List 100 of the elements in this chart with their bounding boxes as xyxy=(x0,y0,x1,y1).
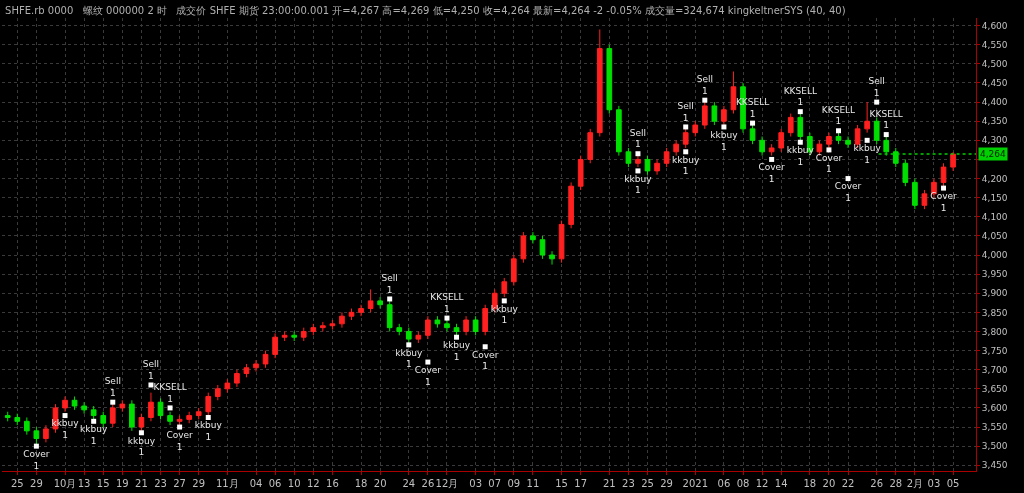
point xyxy=(845,176,851,182)
data-label: Sell 1 xyxy=(104,376,121,398)
x-tick-label: 11月 xyxy=(215,478,239,489)
x-tick-label: 21 xyxy=(135,478,148,489)
y-tick-label: 3,900 xyxy=(981,288,1008,299)
x-tick-label: 29 xyxy=(30,478,43,489)
y-tick-label: 4,300 xyxy=(981,135,1008,146)
candlestick xyxy=(4,411,11,422)
candlestick xyxy=(195,407,202,420)
x-tick-label: 20 xyxy=(373,478,387,489)
point xyxy=(91,418,97,424)
candlestick xyxy=(463,315,469,336)
x-tick-label: 13 xyxy=(77,478,91,489)
y-tick-label: 4,000 xyxy=(981,250,1008,261)
x-tick-label: 10月 xyxy=(53,478,77,489)
x-tick-label: 04 xyxy=(249,478,263,489)
x-tick-label: 24 xyxy=(402,478,416,489)
y-tick-label: 4,350 xyxy=(981,116,1008,127)
x-tick-label: 09 xyxy=(507,478,521,489)
y-tick-label: 4,050 xyxy=(981,231,1008,242)
chart-title: SHFE.rb 0000 螺纹 000000 2 时 成交价 SHFE 期货 23:00:00.001 开=4,267 高=4,269 低=4,250 收=4,264 最新=4,264 -2 -0.05% 成交量=324,674 kingkeltnerSYS (40, 40) xyxy=(5,5,846,17)
x-tick-label: 29 xyxy=(660,478,673,489)
candlestick xyxy=(272,332,278,359)
point xyxy=(148,382,154,388)
x-tick-label: 26 xyxy=(870,478,884,489)
y-tick-label: 3,450 xyxy=(981,460,1008,471)
x-tick-label: 2021 xyxy=(682,478,708,489)
candlestick xyxy=(23,416,30,436)
point xyxy=(769,156,775,162)
x-tick-label: 23 xyxy=(622,478,635,489)
candlestick xyxy=(568,181,574,229)
candlestick xyxy=(348,308,355,321)
candlestick xyxy=(778,128,785,153)
candlestick xyxy=(625,147,632,168)
candlestick xyxy=(253,359,259,373)
candlestick xyxy=(606,44,613,115)
point xyxy=(406,342,412,348)
point xyxy=(501,298,507,304)
candlestick xyxy=(759,136,765,157)
candlestick xyxy=(549,250,555,266)
candlestick xyxy=(425,315,431,340)
data-label: KKSELL 1 xyxy=(783,85,817,108)
point xyxy=(941,185,947,191)
data-label: Cover 1 xyxy=(414,364,442,387)
x-tick-label: 08 xyxy=(736,478,750,489)
candlestick xyxy=(711,101,718,126)
x-tick-label: 18 xyxy=(354,478,368,489)
x-tick-label: 06 xyxy=(268,478,282,489)
candlestick xyxy=(300,327,307,342)
data-label: Cover 1 xyxy=(930,190,957,213)
data-label: kkbuy 1 xyxy=(194,420,223,443)
candlestick xyxy=(415,330,422,344)
data-label: Cover 1 xyxy=(758,162,786,185)
y-tick-label: 3,750 xyxy=(981,345,1008,356)
point xyxy=(444,315,450,321)
candlestick xyxy=(129,399,135,432)
y-tick-label: 3,650 xyxy=(981,383,1008,394)
candlestick xyxy=(768,143,775,157)
y-tick-label: 3,950 xyxy=(981,269,1008,280)
point xyxy=(33,443,39,449)
data-label: Sell 1 xyxy=(868,76,885,98)
data-label: KKSELL 1 xyxy=(430,292,464,314)
candlestick xyxy=(873,116,880,145)
candlestick xyxy=(320,321,326,332)
data-label: Cover 1 xyxy=(834,181,862,204)
data-label: Cover 1 xyxy=(23,449,50,471)
candlestick xyxy=(892,147,899,168)
candlestick xyxy=(214,384,221,401)
point xyxy=(635,151,641,157)
x-tick-label: 15 xyxy=(555,478,568,489)
candlestick xyxy=(558,220,565,264)
candlestick xyxy=(377,296,383,310)
data-label: Sell 1 xyxy=(629,127,647,150)
point xyxy=(425,359,431,365)
x-tick-label: 14 xyxy=(774,478,788,489)
x-tick-label: 10 xyxy=(287,478,301,489)
data-label: kkbuy 1 xyxy=(127,435,156,458)
candlestick xyxy=(157,397,164,420)
y-tick-label: 4,550 xyxy=(981,39,1008,50)
point xyxy=(750,120,756,126)
candlestick xyxy=(950,151,956,172)
data-label: Cover 1 xyxy=(472,349,499,372)
x-tick-label: 12 xyxy=(755,478,769,489)
y-tick-label: 3,700 xyxy=(981,364,1008,375)
candlestick xyxy=(845,136,851,149)
candlestick xyxy=(71,395,78,411)
candlestick xyxy=(501,277,508,298)
candlestick xyxy=(730,71,737,115)
candlestick xyxy=(186,411,192,424)
point xyxy=(110,399,116,405)
x-tick-label: 17 xyxy=(574,478,588,489)
point xyxy=(683,149,689,155)
candlestick xyxy=(692,120,699,138)
point xyxy=(835,128,841,134)
x-tick-label: 27 xyxy=(173,478,186,489)
candlestick xyxy=(14,413,21,426)
candlestick xyxy=(310,323,317,336)
x-tick-label: 03 xyxy=(469,478,482,489)
x-tick-label: 11 xyxy=(526,478,540,489)
x-tick-label: 20 xyxy=(822,478,836,489)
